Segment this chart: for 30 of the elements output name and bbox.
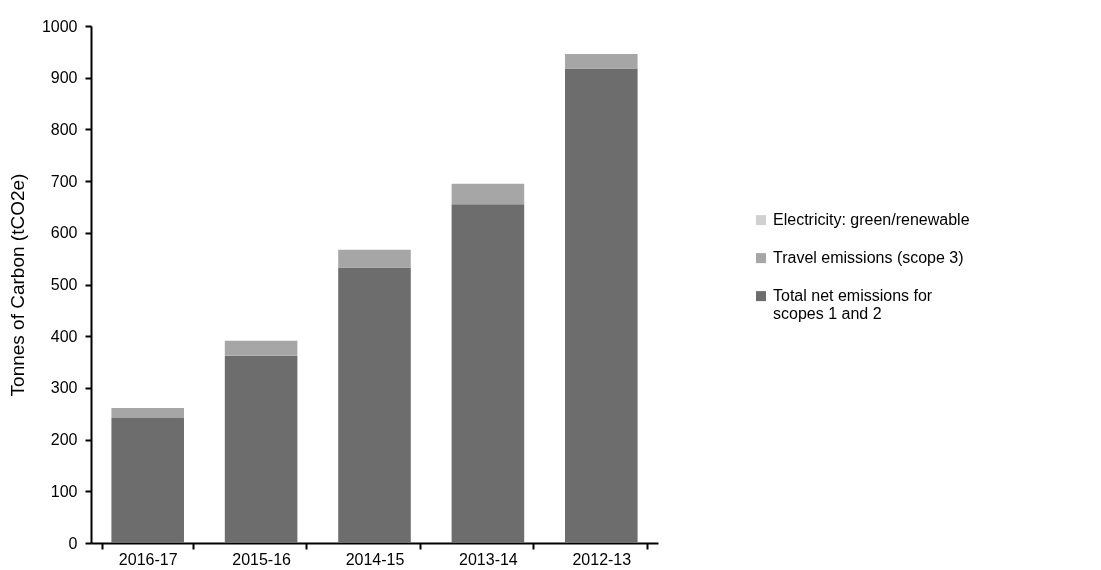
y-tick-label: 500 — [50, 276, 78, 293]
bar — [451, 183, 525, 205]
x-tick-label: 2013-14 — [459, 550, 518, 568]
x-tick-label: 2014-15 — [345, 550, 405, 568]
bar — [565, 68, 638, 543]
bar — [111, 417, 184, 543]
y-axis-title: Tonnes of Carbon (tCO2e) — [6, 173, 28, 397]
legend-label: Total net emissions for scopes 1 and 2 — [773, 287, 933, 323]
bar — [111, 408, 184, 418]
x-tick-label: 2016-17 — [118, 550, 178, 568]
bar — [338, 249, 411, 268]
bar — [451, 204, 525, 543]
y-tick-label: 700 — [50, 172, 78, 190]
bar — [565, 53, 638, 69]
y-tick-label: 800 — [50, 120, 78, 138]
y-tick-label: 0 — [68, 534, 78, 552]
y-tick-label: 200 — [50, 431, 78, 449]
y-tick-label: 600 — [50, 224, 78, 242]
y-tick-label: 1000 — [41, 17, 78, 35]
bar — [224, 355, 298, 543]
y-tick-label: 300 — [50, 379, 78, 397]
legend-label: Travel emissions (scope 3) — [773, 249, 964, 267]
y-tick-label: 900 — [50, 69, 78, 87]
bar — [338, 267, 411, 543]
y-tick-label: 100 — [50, 482, 78, 500]
x-tick-label: 2012-13 — [572, 550, 632, 568]
x-tick-label: 2015-16 — [232, 550, 292, 568]
legend-label: Electricity: green/renewable — [773, 211, 970, 229]
y-tick-label: 400 — [50, 327, 78, 345]
bar — [224, 340, 298, 356]
